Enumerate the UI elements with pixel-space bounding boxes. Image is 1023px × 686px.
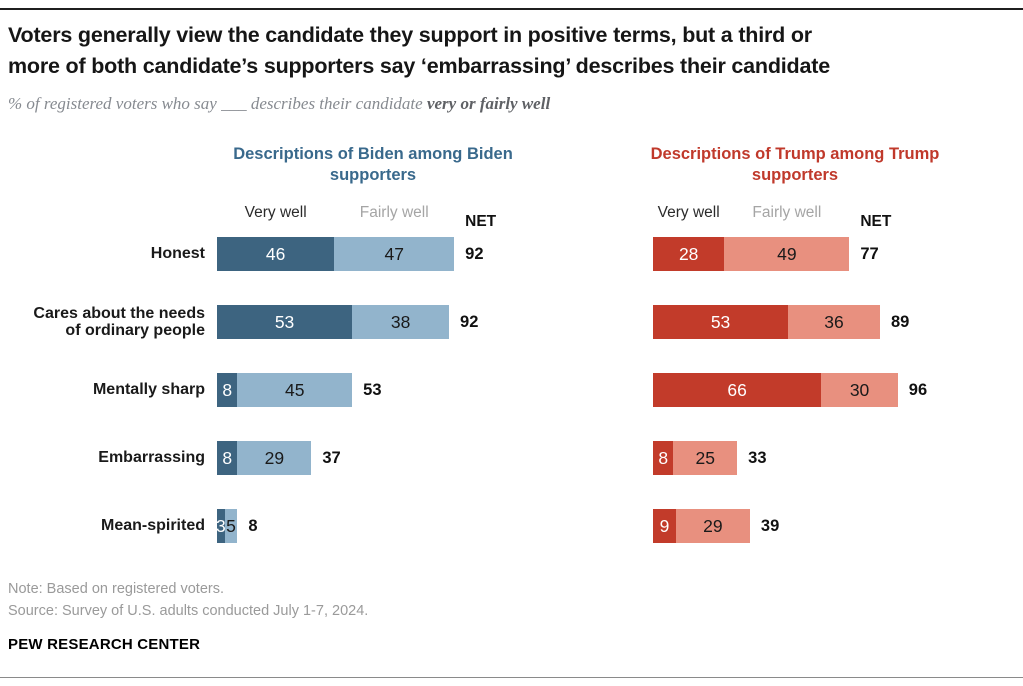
net-value-trump: 39 [760, 516, 780, 535]
bar-segment-fairly-well: 5 [224, 509, 238, 543]
category-label: Honest [0, 237, 205, 271]
bar-segment-very-well: 28 [653, 237, 725, 271]
chart-subtitle-regular: % of registered voters who say ___ descr… [8, 94, 427, 113]
chart-title: Voters generally view the candidate they… [8, 20, 1018, 82]
bar-segment-very-well: 53 [217, 305, 353, 339]
category-label: Cares about the needs of ordinary people [0, 304, 205, 340]
net-value-trump: 89 [890, 312, 910, 331]
net-value-biden: 92 [460, 312, 479, 331]
net-value-biden: 92 [465, 244, 484, 263]
category-label: Mentally sharp [0, 373, 205, 407]
net-value-biden: 37 [322, 448, 341, 467]
series-label-fairly-well-biden: Fairly well [359, 204, 429, 221]
chart-source: Source: Survey of U.S. adults conducted … [8, 603, 369, 619]
net-header-biden: NET [465, 213, 497, 230]
chart-title-line1: Voters generally view the candidate they… [8, 23, 812, 47]
panel-title-biden: Descriptions of Biden among Biden suppor… [233, 145, 513, 184]
bar-segment-fairly-well: 45 [237, 373, 353, 407]
category-label: Embarrassing [0, 441, 205, 475]
bar-segment-fairly-well: 30 [821, 373, 898, 407]
bar-segment-fairly-well: 47 [334, 237, 455, 271]
bar-segment-very-well: 46 [217, 237, 335, 271]
bar-segment-very-well: 3 [216, 509, 226, 543]
bottom-rule [0, 677, 1023, 678]
category-label-text: Mentally sharp [92, 381, 205, 399]
net-value-trump: 96 [908, 380, 928, 399]
bar-segment-fairly-well: 38 [352, 305, 450, 339]
bar-segment-very-well: 9 [653, 509, 676, 543]
bar-segment-very-well: 8 [217, 373, 238, 407]
category-label-text: Honest [150, 245, 205, 263]
net-header-trump: NET [860, 213, 892, 230]
series-label-very-well-biden: Very well [244, 204, 307, 221]
top-rule [0, 8, 1023, 10]
chart-subtitle-bold: very or fairly well [426, 94, 551, 113]
bar-segment-fairly-well: 29 [675, 509, 750, 543]
bar-segment-very-well: 8 [217, 441, 238, 475]
chart-subtitle: % of registered voters who say ___ descr… [8, 94, 1008, 114]
bar-segment-fairly-well: 49 [724, 237, 850, 271]
bar-segment-fairly-well: 29 [237, 441, 312, 475]
category-label-text: Cares about the needs of ordinary people [33, 304, 205, 340]
net-value-trump: 77 [860, 244, 879, 263]
net-value-trump: 33 [748, 448, 767, 467]
bar-segment-fairly-well: 36 [788, 305, 880, 339]
chart-title-line2: more of both candidate’s supporters say … [8, 54, 830, 78]
category-label-text: Embarrassing [98, 449, 205, 467]
series-label-fairly-well-trump: Fairly well [752, 204, 822, 221]
brand-label: PEW RESEARCH CENTER [8, 636, 201, 653]
bar-segment-very-well: 53 [653, 305, 789, 339]
category-label: Mean-spirited [0, 509, 205, 543]
panel-title-trump: Descriptions of Trump among Trump suppor… [650, 145, 940, 184]
bar-segment-fairly-well: 25 [673, 441, 738, 475]
chart-note: Note: Based on registered voters. [8, 581, 225, 597]
net-value-biden: 53 [363, 380, 382, 399]
bar-segment-very-well: 8 [653, 441, 674, 475]
net-value-biden: 8 [248, 516, 258, 535]
series-label-very-well-trump: Very well [657, 204, 720, 221]
bar-segment-very-well: 66 [653, 373, 822, 407]
category-label-text: Mean-spirited [100, 517, 205, 535]
